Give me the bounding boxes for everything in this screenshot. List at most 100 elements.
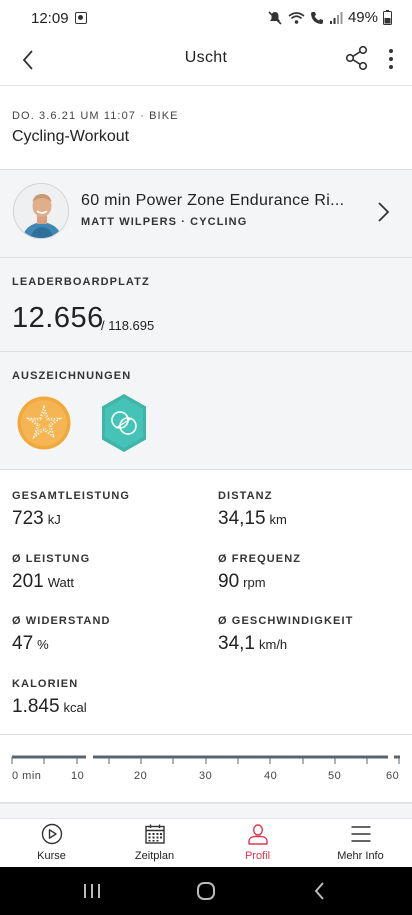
nav-label: Profil bbox=[244, 850, 271, 862]
person-icon bbox=[247, 824, 268, 845]
metric-geschwindigkeit: Ø GESCHWINDIGKEIT 34,1 km/h bbox=[218, 615, 353, 655]
metric-value-row: 34,1 km/h bbox=[218, 633, 353, 655]
app-header: Uscht bbox=[0, 36, 412, 86]
share-icon bbox=[345, 45, 368, 71]
menu-icon bbox=[351, 826, 370, 842]
avatar-image bbox=[14, 184, 68, 238]
metric-value-row: 47% bbox=[12, 633, 111, 655]
metric-frequenz: Ø FREQUENZ 90 rpm bbox=[218, 553, 301, 593]
class-title: 60 min Power Zone Endurance Ri... bbox=[81, 192, 345, 209]
content-bottom-spacer bbox=[0, 803, 412, 818]
nav-label: Kurse bbox=[37, 850, 66, 862]
timeline-tick-label: 40 bbox=[264, 770, 278, 782]
metric-unit: kJ bbox=[47, 512, 61, 527]
metric-unit: kcal bbox=[63, 700, 87, 715]
leaderboard-rank: 12.656 bbox=[12, 302, 104, 334]
signal-icon bbox=[329, 11, 343, 24]
battery-icon bbox=[383, 10, 392, 25]
nav-item-kurse[interactable]: Kurse bbox=[0, 819, 103, 867]
metrics-section: GESAMTLEISTUNG 723 kJ DISTANZ 34,15 km Ø L… bbox=[0, 470, 412, 735]
metric-value: 47 bbox=[12, 633, 34, 654]
star-badge-icon[interactable] bbox=[17, 396, 71, 450]
battery-percent: 49% bbox=[347, 9, 378, 26]
metric-label: Ø FREQUENZ bbox=[218, 553, 302, 565]
recent-apps-button[interactable] bbox=[80, 879, 104, 903]
metric-value: 1.845 bbox=[12, 696, 60, 717]
metric-unit: km/h bbox=[258, 637, 288, 652]
system-back-button[interactable] bbox=[308, 879, 332, 903]
metric-value-row: 34,15 km bbox=[218, 508, 287, 530]
more-vertical-icon bbox=[389, 49, 393, 53]
timeline-tick-label: 20 bbox=[134, 770, 148, 782]
nav-item-profil[interactable]: Profil bbox=[206, 819, 309, 867]
leaderboard-total: / 118.695 bbox=[101, 318, 155, 333]
class-instructor: MATT WILPERS · CYCLING bbox=[81, 216, 248, 228]
metric-leistung: Ø LEISTUNG 201 Watt bbox=[12, 553, 90, 593]
app-notification-icon bbox=[75, 12, 87, 24]
metric-kalorien: KALORIEN 1.845 kcal bbox=[12, 678, 87, 718]
home-button[interactable] bbox=[194, 879, 218, 903]
leaderboard-label: LEADERBOARDPLATZ bbox=[12, 276, 150, 288]
metric-value: 34,1 bbox=[218, 633, 255, 654]
metric-widerstand: Ø WIDERSTAND 47% bbox=[12, 615, 111, 655]
metric-label: GESAMTLEISTUNG bbox=[12, 490, 131, 502]
metric-distanz: DISTANZ 34,15 km bbox=[218, 490, 287, 530]
status-time: 12:09 bbox=[31, 10, 69, 27]
metric-label: Ø LEISTUNG bbox=[12, 553, 91, 565]
timeline-tick-label: 60 bbox=[386, 770, 400, 782]
chevron-left-icon bbox=[22, 50, 33, 70]
metric-unit: km bbox=[269, 512, 287, 527]
wifi-icon bbox=[288, 11, 305, 24]
nav-item-mehr-info[interactable]: Mehr Info bbox=[309, 819, 412, 867]
home-icon bbox=[197, 882, 215, 900]
nav-label: Mehr Info bbox=[337, 850, 384, 862]
recent-apps-icon bbox=[84, 884, 100, 898]
back-button[interactable] bbox=[14, 46, 42, 74]
timeline-tick-label: 10 bbox=[71, 770, 85, 782]
nav-label: Zeitplan bbox=[134, 850, 175, 862]
leaderboard-section: LEADERBOARDPLATZ 12.656 / 118.695 bbox=[0, 258, 412, 352]
metric-unit: rpm bbox=[243, 575, 266, 590]
hexagon-badge-icon[interactable] bbox=[100, 393, 148, 453]
metric-value: 34,15 bbox=[218, 508, 266, 529]
metric-value-row: 723 kJ bbox=[12, 508, 130, 530]
metric-label: DISTANZ bbox=[218, 490, 273, 502]
more-options-button[interactable] bbox=[381, 45, 401, 73]
share-button[interactable] bbox=[344, 45, 372, 73]
timeline-tick-label: 30 bbox=[199, 770, 213, 782]
metric-unit: % bbox=[37, 637, 49, 652]
metric-value: 723 bbox=[12, 508, 44, 529]
timeline-bars bbox=[11, 755, 400, 764]
instructor-avatar bbox=[13, 183, 69, 239]
workout-timeline: 0 min 10 20 30 40 50 60 bbox=[0, 735, 412, 803]
workout-summary bbox=[0, 86, 412, 170]
metric-value: 90 bbox=[218, 571, 240, 592]
timeline-tick-label: 0 min bbox=[12, 770, 42, 782]
status-bar: 12:09 49% bbox=[0, 0, 412, 36]
wifi-call-icon bbox=[310, 11, 323, 24]
timeline-tick-label: 50 bbox=[328, 770, 342, 782]
metric-value-row: 201 Watt bbox=[12, 571, 90, 593]
metric-unit: Watt bbox=[47, 575, 74, 590]
play-circle-icon bbox=[41, 823, 62, 845]
workout-date-meta: DO. 3.6.21 UM 11:07 · BIKE bbox=[12, 110, 179, 122]
metric-gesamtleistung: GESAMTLEISTUNG 723 kJ bbox=[12, 490, 130, 530]
metric-label: KALORIEN bbox=[12, 678, 79, 690]
more-dot bbox=[389, 65, 393, 69]
awards-label: AUSZEICHNUNGEN bbox=[12, 370, 132, 382]
page-title: Uscht bbox=[184, 49, 228, 66]
workout-title: Cycling-Workout bbox=[12, 128, 130, 145]
awards-section: AUSZEICHNUNGEN bbox=[0, 352, 412, 470]
metric-value: 201 bbox=[12, 571, 44, 592]
mute-icon bbox=[268, 10, 282, 25]
nav-item-zeitplan[interactable]: Zeitplan bbox=[103, 819, 206, 867]
class-row[interactable]: 60 min Power Zone Endurance Ri... MATT W… bbox=[0, 170, 412, 258]
chevron-right-icon bbox=[374, 200, 394, 224]
more-dot bbox=[389, 57, 393, 61]
metric-value-row: 90 rpm bbox=[218, 571, 301, 593]
status-icons: 49% bbox=[267, 9, 392, 26]
system-back-icon bbox=[314, 882, 324, 900]
bottom-navigation: Kurse Zeitplan Profil Mehr Info bbox=[0, 818, 412, 867]
metric-label: Ø GESCHWINDIGKEIT bbox=[218, 615, 354, 627]
metric-label: Ø WIDERSTAND bbox=[12, 615, 111, 627]
